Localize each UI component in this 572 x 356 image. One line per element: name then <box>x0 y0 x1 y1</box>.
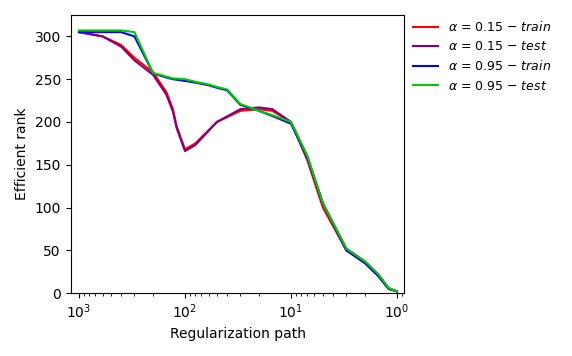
α = 0.15 – train <box>99 34 106 38</box>
α = 0.95 – train <box>343 248 350 252</box>
α = 0.95 – test <box>362 259 368 263</box>
α = 0.15 – test <box>343 246 350 251</box>
α = 0.95 – train <box>169 77 176 81</box>
α = 0.15 – train <box>131 56 138 60</box>
α = 0.15 – train <box>163 90 170 94</box>
α = 0.95 – train <box>256 109 263 113</box>
α = 0.95 – train <box>150 71 157 75</box>
α = 0.15 – test <box>304 154 311 158</box>
α = 0.15 – test <box>173 126 180 130</box>
α = 0.95 – test <box>131 30 138 34</box>
α = 0.95 – test <box>181 77 188 81</box>
α = 0.15 – train <box>343 248 350 252</box>
α = 0.95 – test <box>237 102 244 106</box>
α = 0.15 – train <box>213 120 220 124</box>
α = 0.95 – test <box>394 289 400 294</box>
α = 0.15 – test <box>362 259 368 263</box>
α = 0.95 – train <box>192 80 198 85</box>
α = 0.95 – test <box>319 201 326 205</box>
α = 0.15 – train <box>118 43 125 47</box>
α = 0.95 – test <box>269 113 276 117</box>
α = 0.15 – test <box>394 289 400 294</box>
α = 0.95 – test <box>385 286 392 290</box>
α = 0.15 – test <box>213 120 220 124</box>
α = 0.15 – train <box>288 120 295 124</box>
α = 0.95 – train <box>157 74 164 78</box>
α = 0.15 – test <box>269 107 276 111</box>
α = 0.95 – test <box>375 272 382 276</box>
α = 0.15 – train <box>319 205 326 210</box>
α = 0.15 – train <box>385 287 392 291</box>
Y-axis label: Efficient rank: Efficient rank <box>15 108 29 200</box>
α = 0.95 – train <box>181 79 188 83</box>
α = 0.95 – test <box>256 109 263 113</box>
α = 0.95 – train <box>319 201 326 205</box>
α = 0.95 – train <box>118 30 125 34</box>
α = 0.15 – test <box>237 107 244 111</box>
α = 0.15 – test <box>385 286 392 290</box>
α = 0.15 – train <box>269 109 276 113</box>
α = 0.15 – train <box>173 124 180 129</box>
α = 0.95 – test <box>163 74 170 79</box>
α = 0.15 – test <box>118 44 125 49</box>
α = 0.95 – test <box>118 28 125 32</box>
α = 0.15 – train <box>237 109 244 113</box>
α = 0.95 – test <box>76 28 82 32</box>
α = 0.15 – test <box>256 105 263 110</box>
Legend: $\alpha$ = 0.15 $-$ $\it{train}$, $\alpha$ = 0.15 $-$ $\it{test}$, $\alpha$ = 0.: $\alpha$ = 0.15 $-$ $\it{train}$, $\alph… <box>408 15 556 98</box>
Line: α = 0.15 – test: α = 0.15 – test <box>79 32 397 292</box>
α = 0.95 – test <box>288 120 295 124</box>
α = 0.95 – test <box>224 87 231 91</box>
α = 0.95 – test <box>150 71 157 75</box>
α = 0.95 – train <box>224 88 231 93</box>
α = 0.95 – train <box>362 261 368 265</box>
α = 0.15 – train <box>169 107 176 111</box>
α = 0.15 – test <box>99 34 106 38</box>
α = 0.15 – train <box>362 261 368 265</box>
Line: α = 0.95 – test: α = 0.95 – test <box>79 30 397 292</box>
α = 0.95 – train <box>375 274 382 278</box>
α = 0.15 – test <box>375 272 382 276</box>
α = 0.95 – train <box>269 114 276 118</box>
α = 0.15 – train <box>304 158 311 163</box>
α = 0.95 – test <box>157 73 164 77</box>
α = 0.95 – test <box>343 246 350 251</box>
α = 0.95 – train <box>304 156 311 160</box>
α = 0.15 – test <box>169 110 176 114</box>
α = 0.15 – test <box>192 143 198 147</box>
α = 0.15 – train <box>192 141 198 146</box>
α = 0.95 – train <box>131 34 138 38</box>
α = 0.15 – test <box>319 201 326 205</box>
α = 0.15 – test <box>181 149 188 153</box>
α = 0.95 – train <box>99 30 106 34</box>
α = 0.95 – train <box>76 30 82 34</box>
α = 0.95 – train <box>288 121 295 126</box>
α = 0.15 – train <box>181 147 188 152</box>
α = 0.95 – test <box>99 28 106 32</box>
α = 0.15 – train <box>375 274 382 278</box>
α = 0.95 – train <box>385 287 392 291</box>
α = 0.15 – train <box>76 30 82 34</box>
α = 0.95 – test <box>192 80 198 84</box>
α = 0.95 – train <box>205 83 212 87</box>
α = 0.15 – test <box>150 73 157 77</box>
α = 0.95 – test <box>205 82 212 87</box>
α = 0.15 – test <box>76 30 82 34</box>
α = 0.15 – test <box>288 120 295 124</box>
Line: α = 0.15 – train: α = 0.15 – train <box>79 32 397 292</box>
Line: α = 0.95 – train: α = 0.95 – train <box>79 32 397 292</box>
α = 0.15 – train <box>150 70 157 74</box>
α = 0.15 – test <box>131 58 138 63</box>
α = 0.95 – test <box>213 85 220 89</box>
α = 0.15 – train <box>394 289 400 294</box>
α = 0.95 – test <box>304 154 311 158</box>
α = 0.15 – test <box>163 93 170 97</box>
α = 0.95 – train <box>394 289 400 294</box>
α = 0.95 – train <box>237 103 244 107</box>
X-axis label: Regularization path: Regularization path <box>169 327 305 341</box>
α = 0.15 – train <box>256 107 263 111</box>
α = 0.95 – test <box>169 76 176 80</box>
α = 0.95 – train <box>213 85 220 90</box>
α = 0.95 – train <box>163 75 170 80</box>
